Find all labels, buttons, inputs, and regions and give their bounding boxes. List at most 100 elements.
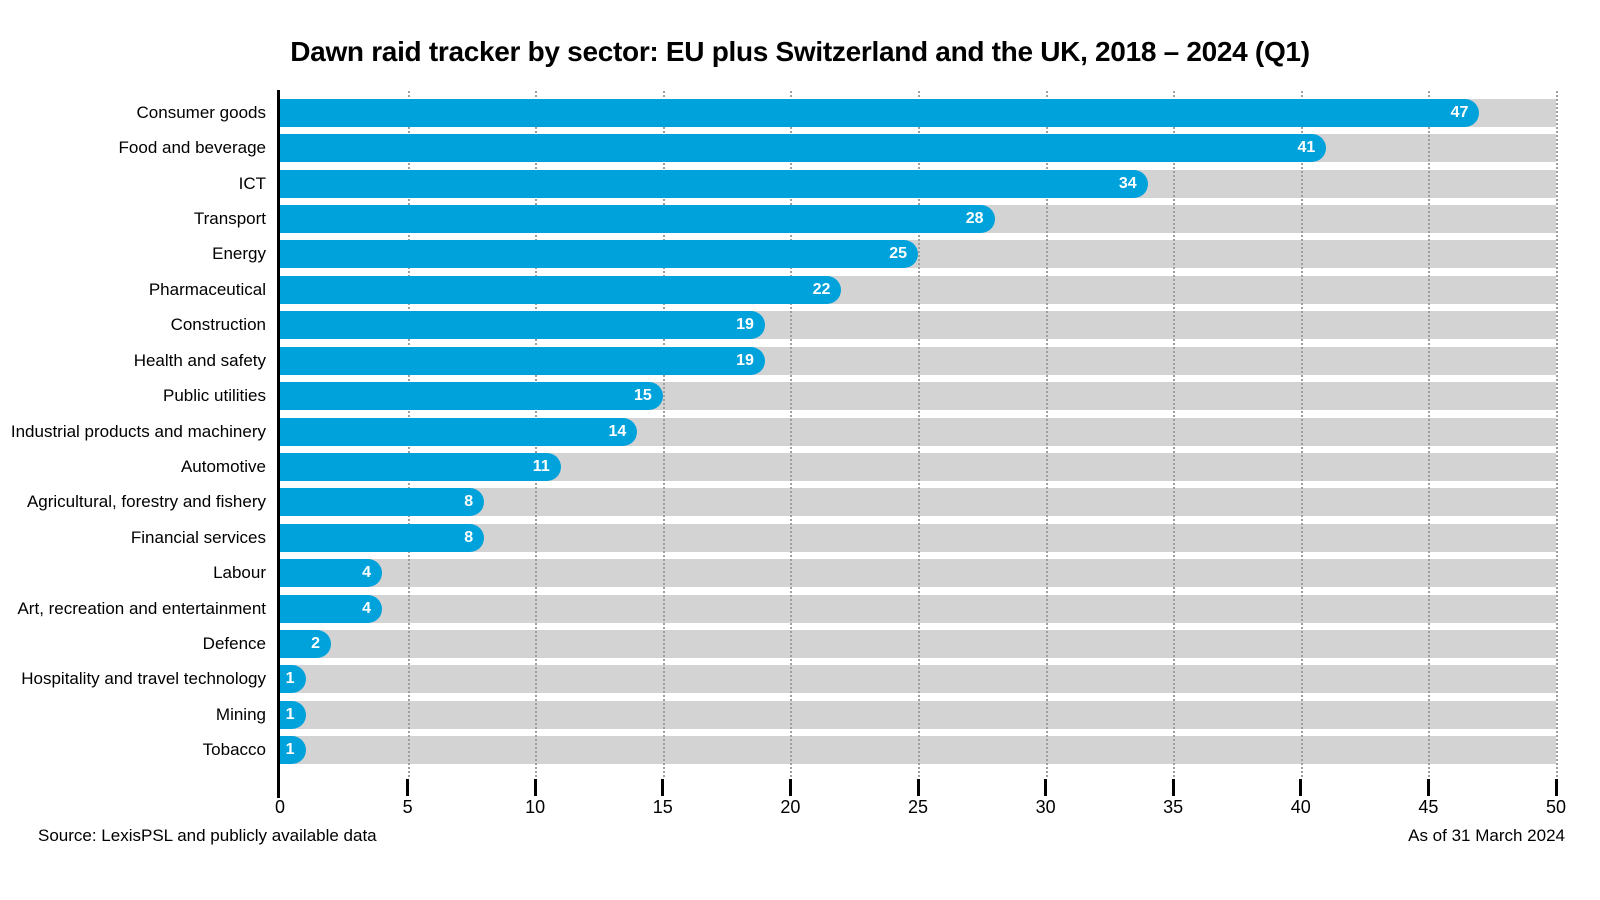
bar-value-label: 1 [285,741,295,759]
bar: 1 [280,700,306,729]
chart-title: Dawn raid tracker by sector: EU plus Swi… [290,36,1310,67]
bar-row: 2 [280,626,1556,661]
bar-row: 14 [280,414,1556,449]
bar-value-label: 34 [1118,174,1137,192]
bar: 11 [280,452,561,481]
bar-row: 19 [280,308,1556,343]
x-axis-tick [1299,779,1303,796]
category-label: Transport [193,208,266,228]
bar-track: 11 [280,452,1556,481]
category-label: Art, recreation and entertainment [17,598,266,618]
x-axis-tick-label: 15 [652,797,673,817]
category-label: Consumer goods [136,102,266,122]
bar-track: 4 [280,559,1556,588]
bar-track: 4 [280,594,1556,623]
category-label: Public utilities [163,386,266,406]
bar-track: 19 [280,311,1556,340]
bar-track: 25 [280,240,1556,269]
category-label: Industrial products and machinery [10,421,266,441]
category-label: Construction [170,315,266,335]
bar-row: 28 [280,201,1556,236]
x-axis-tick-label: 35 [1163,797,1184,817]
x-axis-tick-label: 10 [525,797,546,817]
bar-value-label: 15 [634,387,652,405]
as-of-date: As of 31 March 2024 [1408,826,1565,845]
bar-row: 8 [280,520,1556,555]
bar: 4 [280,559,383,588]
bar-row: 47 [280,95,1556,130]
y-axis-line [277,90,280,798]
bar: 22 [280,275,842,304]
x-axis-tick-label: 30 [1035,797,1056,817]
bar-row: 22 [280,272,1556,307]
x-axis-tick-label: 45 [1418,797,1439,817]
bar-row: 1 [280,733,1556,768]
category-label: Food and beverage [118,138,266,158]
bar-rows: 47 41 34 28 25 22 19 19 15 14 11 8 8 4 4 2 1 1 1 [280,95,1556,768]
bar: 8 [280,488,485,517]
bar-value-label: 8 [464,528,474,546]
x-axis-tick-label: 25 [907,797,929,817]
x-axis-tick [406,779,410,796]
bar: 4 [280,594,383,623]
x-axis-tick-label: 20 [780,797,801,817]
bar-track: 8 [280,523,1556,552]
x-axis-tick [533,779,537,796]
bar-value-label: 28 [965,209,984,227]
category-label: Health and safety [133,350,266,370]
bar: 41 [280,134,1327,163]
x-axis-tick [916,779,920,796]
bar-track: 28 [280,204,1556,233]
x-axis-tick [788,779,792,796]
bar: 15 [280,382,663,411]
x-axis-tick [1554,779,1558,796]
bar-value-label: 4 [362,564,372,582]
x-axis-tick [1426,779,1430,796]
x-axis-tick [1044,779,1048,796]
bar-row: 4 [280,555,1556,590]
category-label: Pharmaceutical [148,279,266,299]
bar-value-label: 25 [889,245,907,263]
category-label: ICT [238,173,266,193]
category-label: Hospitality and travel technology [21,669,266,689]
bar-track: 19 [280,346,1556,375]
bar-value-label: 19 [736,316,754,334]
bar-track: 34 [280,169,1556,198]
bar-value-label: 11 [532,457,550,475]
bar-row: 41 [280,130,1556,165]
bar-track: 47 [280,98,1556,127]
bar-track: 41 [280,134,1556,163]
bar-value-label: 19 [736,351,754,369]
x-axis-tick [661,779,665,796]
x-axis-tick-label: 50 [1545,797,1567,817]
bar-value-label: 47 [1450,103,1469,121]
x-axis-tick-label: 40 [1290,797,1311,817]
bar: 2 [280,630,332,659]
bar-row: 25 [280,237,1556,272]
x-axis-tick-label: 5 [402,797,413,817]
bar-row: 1 [280,697,1556,732]
bar-row: 11 [280,449,1556,484]
bar-track: 15 [280,382,1556,411]
bar-row: 15 [280,378,1556,413]
bar-row: 34 [280,166,1556,201]
source-note: Source: LexisPSL and publicly available … [38,826,377,845]
bar-value-label: 14 [608,422,627,440]
bar-value-label: 41 [1297,139,1316,157]
bar: 34 [280,169,1148,198]
bar-value-label: 1 [285,670,295,688]
bar-track: 14 [280,417,1556,446]
bar-row: 1 [280,662,1556,697]
bar-track: 1 [280,700,1556,729]
bar-value-label: 2 [311,635,321,653]
bar: 1 [280,665,306,694]
bar-track: 1 [280,665,1556,694]
category-label: Mining [215,704,266,724]
bar-row: 19 [280,343,1556,378]
bar: 14 [280,417,638,446]
x-axis-tick-label: 0 [274,797,285,817]
category-label: Energy [212,244,266,264]
bar-row: 8 [280,485,1556,520]
bar: 28 [280,204,995,233]
